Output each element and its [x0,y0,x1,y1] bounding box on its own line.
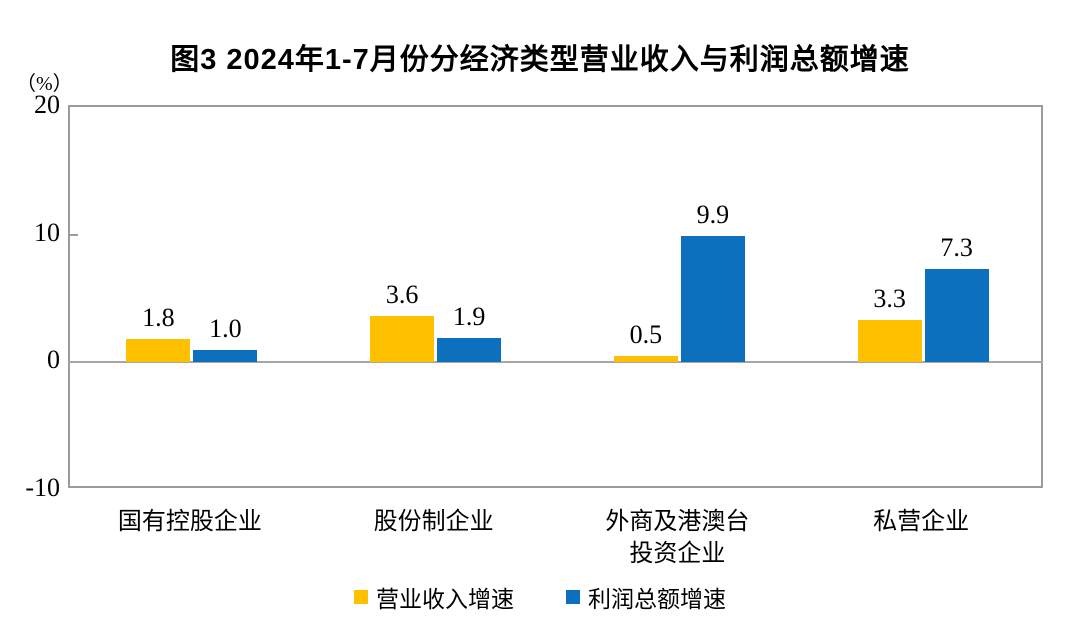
profit-growth-bar [193,349,258,363]
x-category-label: 国有控股企业 [117,509,262,535]
legend-item-revenue-growth: 营业收入增速 [354,580,514,614]
y-tick-label: 0 [47,345,60,375]
y-tick-label: 10 [34,217,60,247]
legend-swatch-icon [566,590,580,604]
legend: 营业收入增速 利润总额增速 [0,580,1080,614]
profit-growth-bar [437,338,502,363]
legend-item-profit-growth: 利润总额增速 [566,580,726,614]
bar-value-label: 3.6 [385,280,419,310]
profit-growth-bar [924,269,989,363]
bar-value-label: 3.3 [873,284,906,314]
legend-label: 营业收入增速 [376,587,514,612]
revenue-growth-bar [126,339,191,363]
revenue-growth-bar [857,320,922,363]
revenue-growth-bar [370,316,435,363]
profit-growth-bar [680,235,745,363]
zero-axis-line [68,361,1043,364]
revenue-growth-bar [613,355,678,363]
legend-swatch-icon [354,590,368,604]
y-tick-label: -10 [25,473,60,502]
bar-value-label: 1.0 [209,313,242,343]
x-category-label: 股份制企业 [373,509,494,535]
bar-value-label: 0.5 [629,319,663,349]
x-category-label: 私营企业 [873,509,970,535]
y-tick-label: 20 [34,90,60,119]
bar-value-label: 1.8 [142,303,175,333]
chart-title: 图3 2024年1-7月份分经济类型营业收入与利润总额增速 [170,44,910,76]
bar-value-label: 7.3 [940,233,973,263]
y-axis: 20 10 0 -10 [0,0,60,619]
x-category-label: 外商及港澳台 投资企业 [605,509,750,567]
legend-label: 利润总额增速 [588,587,726,612]
bar-value-label: 1.9 [452,302,486,332]
y-axis-unit-label: （%） [16,73,73,95]
bar-value-label: 9.9 [696,199,730,229]
plot-area: 1.8 3.6 0.5 3.3 1.0 1.9 9.9 7.3 [68,105,1043,488]
y-tick-mark [70,233,78,236]
